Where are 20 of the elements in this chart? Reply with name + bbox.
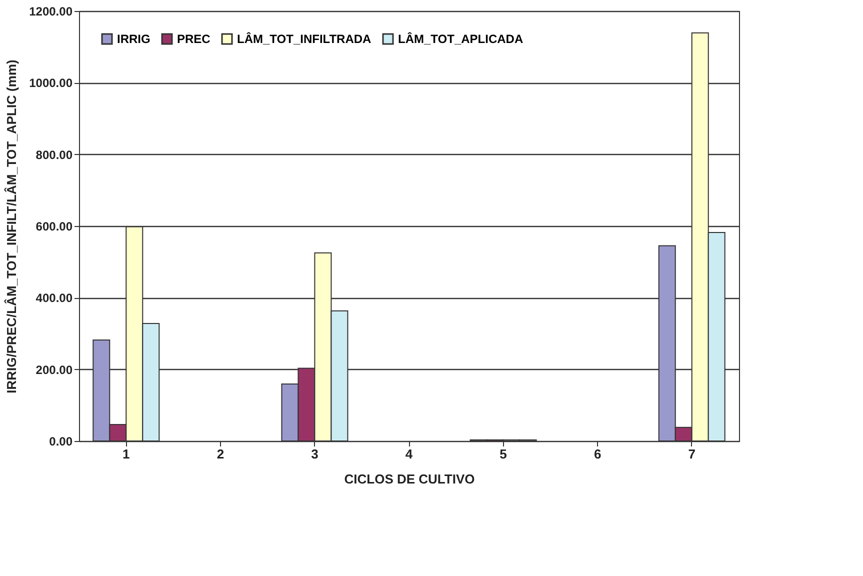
x-axis-title: CICLOS DE CULTIVO	[344, 472, 475, 486]
y-tick-label: 600.00	[36, 220, 73, 234]
x-tick-label: 4	[405, 446, 414, 462]
legend-label: LÂM_TOT_APLICADA	[398, 32, 524, 46]
x-tick-label: 7	[688, 446, 696, 462]
y-tick-label: 800.00	[36, 148, 73, 162]
x-tick-label: 6	[594, 446, 602, 462]
y-axis-title: IRRIG/PREC/LÂM_TOT_INFILT/LÂM_TOT_APLIC (mm)	[4, 60, 20, 394]
x-tick-label: 1	[122, 446, 130, 462]
x-tick-label: 3	[311, 446, 318, 462]
legend-label: LÂM_TOT_INFILTRADA	[237, 32, 372, 46]
y-tick-label: 0.00	[49, 434, 73, 448]
x-tick-label: 5	[500, 446, 507, 462]
y-tick-label: 200.00	[36, 362, 73, 377]
legend-label: IRRIG	[117, 32, 150, 46]
legend-label: PREC	[177, 32, 211, 46]
y-tick-label: 1000.00	[29, 76, 73, 90]
y-tick-label: 400.00	[36, 291, 73, 306]
x-tick-label: 2	[216, 446, 224, 462]
y-tick-label: 1200.00	[29, 4, 73, 18]
